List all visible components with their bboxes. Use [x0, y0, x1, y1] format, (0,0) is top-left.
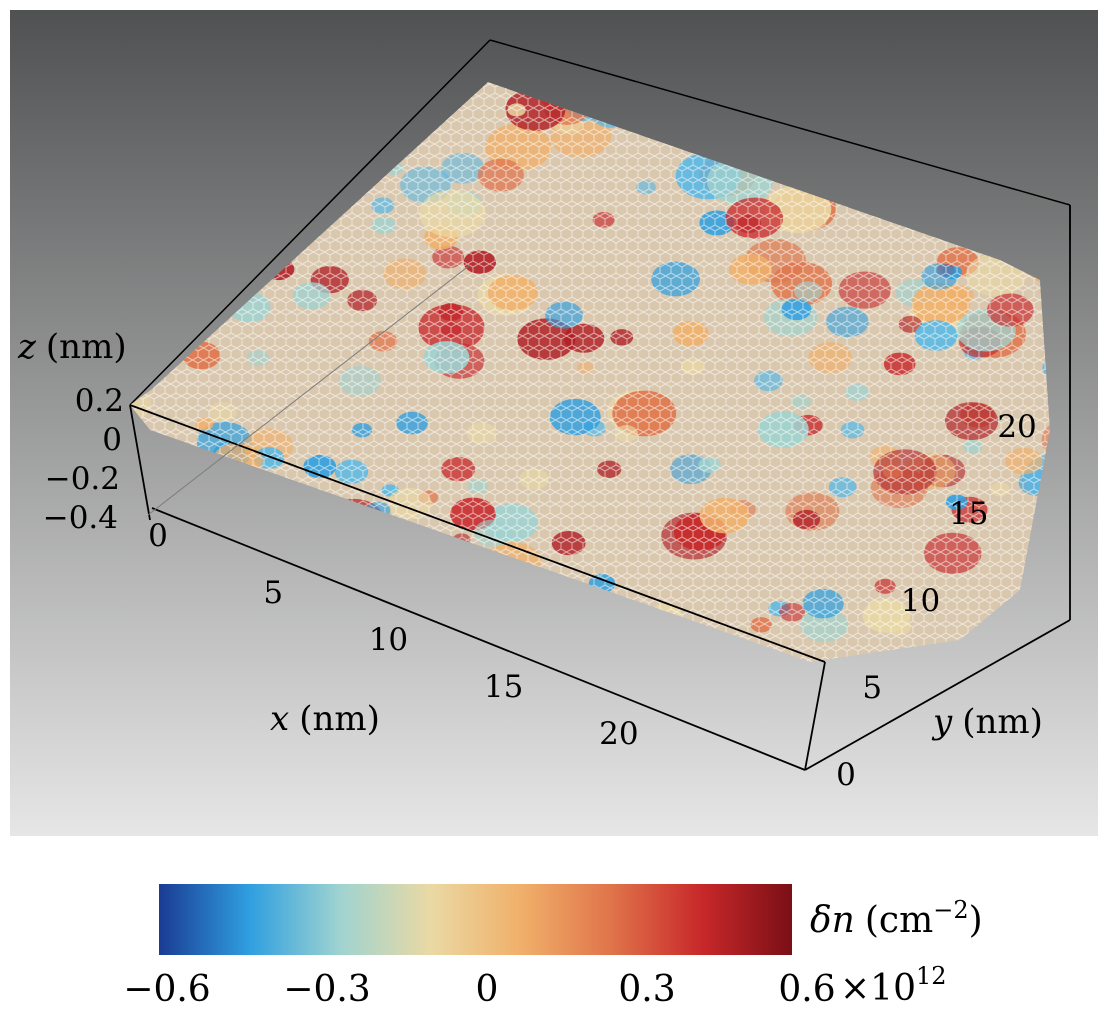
- colorbar-tick-label: 0: [476, 969, 499, 1010]
- x-axis-label: x (nm): [270, 699, 380, 739]
- x-tick-label: 20: [599, 716, 638, 752]
- y-tick-label: 0: [836, 757, 856, 793]
- x-axis-ticks: 0 5 10 15 20: [148, 518, 638, 752]
- z-tick-label: 0: [102, 422, 122, 458]
- colorbar-tick-label: 0.3: [618, 969, 675, 1010]
- surface-density-patch: [1010, 0, 1032, 5]
- box-edge-back-left: [129, 39, 491, 406]
- y-axis-ticks: 0 5 10 15 20: [836, 409, 1037, 793]
- floor-back-edge: [147, 264, 471, 516]
- x-tick-label: 0: [148, 518, 168, 554]
- surface-density-patch: [1031, 0, 1049, 5]
- y-tick-label: 5: [862, 670, 882, 706]
- x-tick-label: 15: [484, 669, 523, 705]
- y-tick-label: 10: [901, 583, 940, 619]
- x-tick-label: 10: [369, 622, 408, 658]
- z-tick-label: −0.4: [43, 500, 118, 536]
- box-edge-front-vertical: [804, 661, 826, 771]
- box-edge-y-axis: [804, 619, 1071, 771]
- z-axis-label: z (nm): [17, 327, 127, 367]
- box-edge-x-axis: [151, 507, 806, 771]
- y-tick-label: 20: [997, 409, 1036, 445]
- z-tick-label: 0.2: [75, 383, 124, 419]
- colorbar-ticks: −0.6 −0.3 0 0.3 0.6: [123, 969, 835, 1010]
- y-axis-label: y (nm): [931, 702, 1043, 742]
- z-axis-ticks: 0.20−0.2−0.4: [43, 383, 124, 536]
- colorbar-label: δn (cm−2): [810, 896, 983, 941]
- colorbar: [159, 884, 792, 955]
- box-front-edges: [129, 205, 1071, 771]
- colorbar-multiplier: ×1012: [840, 962, 947, 1009]
- x-tick-label: 5: [263, 575, 283, 611]
- box-edge-front-top: [129, 404, 826, 663]
- box-edge-front-left-vertical: [129, 404, 151, 521]
- box-edge-back-top: [489, 39, 1071, 206]
- y-tick-label: 15: [949, 496, 988, 532]
- z-tick-label: −0.2: [45, 461, 120, 497]
- colorbar-tick-label: 0.6: [778, 969, 835, 1010]
- colorbar-tick-label: −0.3: [283, 969, 370, 1010]
- colorbar-tick-label: −0.6: [123, 969, 210, 1010]
